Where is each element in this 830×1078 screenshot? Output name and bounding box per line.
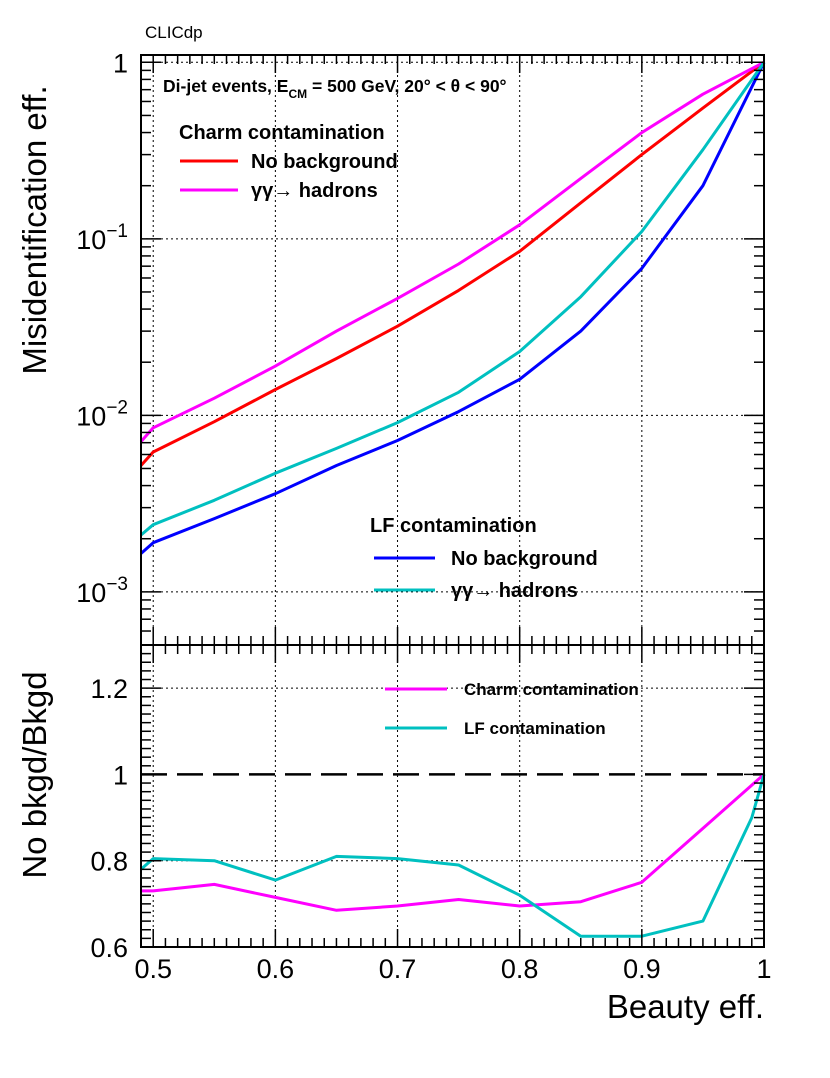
bottom-series-group bbox=[140, 773, 766, 938]
bottom-series-line-0 bbox=[141, 773, 765, 912]
bottom-ytick-label-0: 0.6 bbox=[90, 933, 128, 963]
legend-lf-nobkg-label: No background bbox=[451, 548, 598, 570]
top-series-line-2 bbox=[140, 61, 766, 555]
legend-bottom-lf-label: LF contamination bbox=[464, 719, 606, 738]
axes-frames bbox=[140, 54, 765, 948]
x-tick-label-3: 0.8 bbox=[501, 954, 539, 984]
top-ytick-label-0: 1 bbox=[113, 48, 128, 78]
clicdp-label: CLICdp bbox=[145, 23, 203, 42]
top-ytick-label-1: 10−1 bbox=[76, 221, 128, 255]
x-tick-label-1: 0.6 bbox=[257, 954, 295, 984]
bottom-frame bbox=[140, 644, 765, 948]
legend-bottom-charm-label: Charm contamination bbox=[464, 680, 639, 699]
x-tick-label-4: 0.9 bbox=[623, 954, 661, 984]
top-ytick-label-3: 10−3 bbox=[76, 574, 128, 608]
top-series-group bbox=[139, 60, 766, 555]
bottom-ytick-label-2: 1 bbox=[113, 760, 128, 790]
legend-lf-bkg-label: γγ→ hadrons bbox=[451, 580, 578, 602]
bottom-ytick-label-1: 0.8 bbox=[90, 847, 128, 877]
bottom-xlabel: Beauty eff. bbox=[607, 988, 764, 1025]
x-tick-label-2: 0.7 bbox=[379, 954, 417, 984]
x-tick-label-5: 1 bbox=[756, 954, 771, 984]
legend-lf-title: LF contamination bbox=[370, 515, 537, 537]
bottom-series-line-1 bbox=[140, 773, 766, 938]
axis-ticks bbox=[140, 55, 765, 948]
x-tick-label-0: 0.5 bbox=[134, 954, 172, 984]
bottom-ytick-label-3: 1.2 bbox=[90, 674, 128, 704]
top-series-line-1 bbox=[139, 60, 765, 443]
legend-charm-title: Charm contamination bbox=[179, 122, 385, 144]
top-ylabel: Misidentification eff. bbox=[16, 85, 53, 374]
top-ytick-label-2: 10−2 bbox=[76, 397, 128, 431]
annotation-text: Di-jet events, ECM = 500 GeV, 20° < θ < … bbox=[163, 76, 507, 101]
top-series-line-0 bbox=[139, 61, 765, 467]
bottom-gridlines bbox=[141, 645, 764, 948]
bottom-ylabel: No bkgd/Bkgd bbox=[16, 671, 53, 878]
top-series-line-3 bbox=[140, 61, 766, 537]
legend-charm-bkg-label: γγ→ hadrons bbox=[251, 180, 378, 202]
legends: Charm contamination No background γγ→ hadr… bbox=[179, 122, 639, 738]
legend-charm-nobkg-label: No background bbox=[251, 151, 398, 173]
